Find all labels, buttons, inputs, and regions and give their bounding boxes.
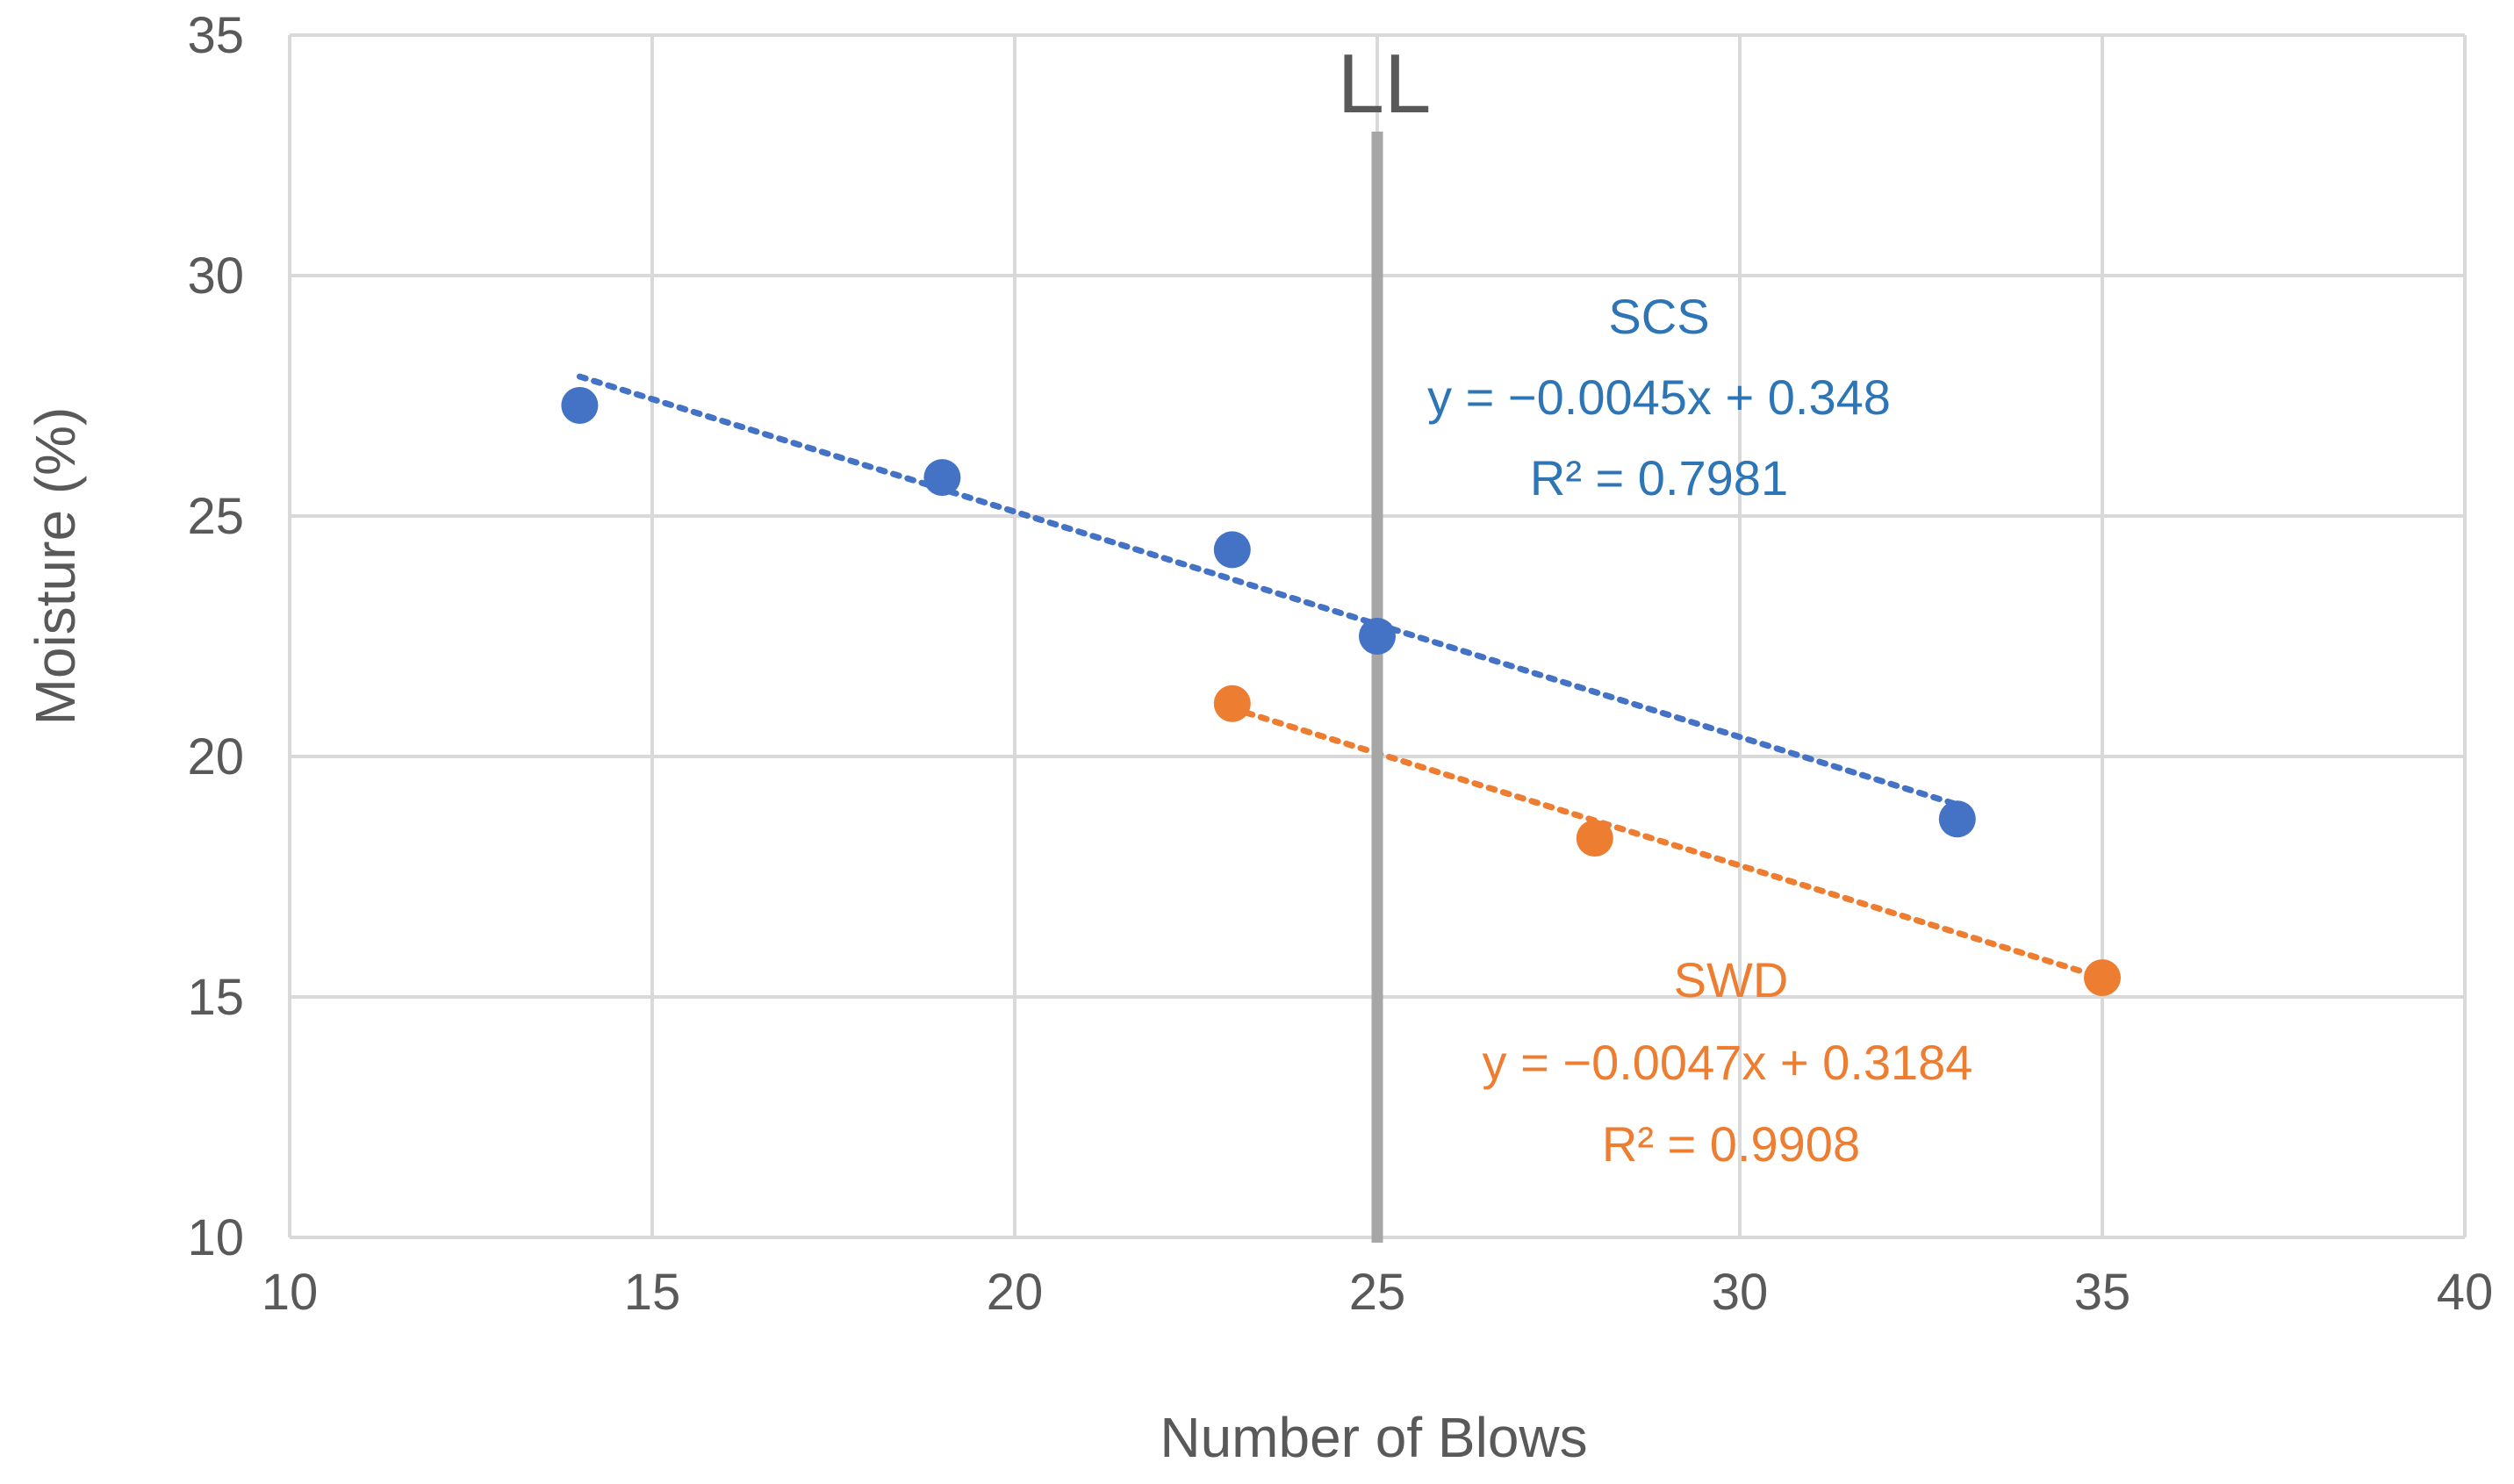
x-tick-label: 30 — [1712, 1264, 1769, 1321]
x-tick-label: 20 — [987, 1264, 1044, 1321]
x-axis-title: Number of Blows — [1160, 1406, 1587, 1469]
scs-data-point — [1359, 618, 1396, 655]
y-tick-label: 25 — [187, 488, 244, 545]
x-tick-label: 25 — [1349, 1264, 1406, 1321]
x-tick-label: 15 — [624, 1264, 681, 1321]
scs-data-point — [561, 386, 599, 424]
data-points — [561, 386, 2121, 997]
swd-r-squared: R² = 0.9908 — [1602, 1116, 1860, 1172]
swd-data-point — [1213, 685, 1251, 722]
x-tick-label: 40 — [2437, 1264, 2494, 1321]
y-tick-label: 20 — [187, 728, 244, 785]
scs-series-name: SCS — [1608, 289, 1709, 344]
scs-data-point — [923, 459, 961, 497]
x-tick-label: 35 — [2074, 1264, 2131, 1321]
swd-data-point — [2084, 959, 2121, 997]
y-tick-label: 35 — [187, 7, 244, 64]
y-tick-label: 15 — [187, 969, 244, 1026]
y-tick-label: 30 — [187, 247, 244, 305]
tick-labels: 10 15 20 25 30 35 40 10 15 20 25 30 35 — [187, 7, 2493, 1321]
scs-data-point — [1213, 531, 1251, 569]
scs-trendline — [576, 373, 1961, 808]
x-tick-label: 10 — [262, 1264, 319, 1321]
swd-series-name: SWD — [1674, 952, 1789, 1007]
scs-data-point — [1938, 800, 1976, 838]
reference-line-label: LL — [1338, 37, 1432, 131]
scs-r-squared: R² = 0.7981 — [1530, 450, 1788, 505]
y-tick-label: 10 — [187, 1209, 244, 1266]
scs-equation: y = −0.0045x + 0.348 — [1427, 369, 1891, 425]
swd-data-point — [1576, 820, 1613, 857]
swd-equation: y = −0.0047x + 0.3184 — [1483, 1035, 1973, 1090]
y-axis-title: Moisture (%) — [24, 407, 87, 726]
